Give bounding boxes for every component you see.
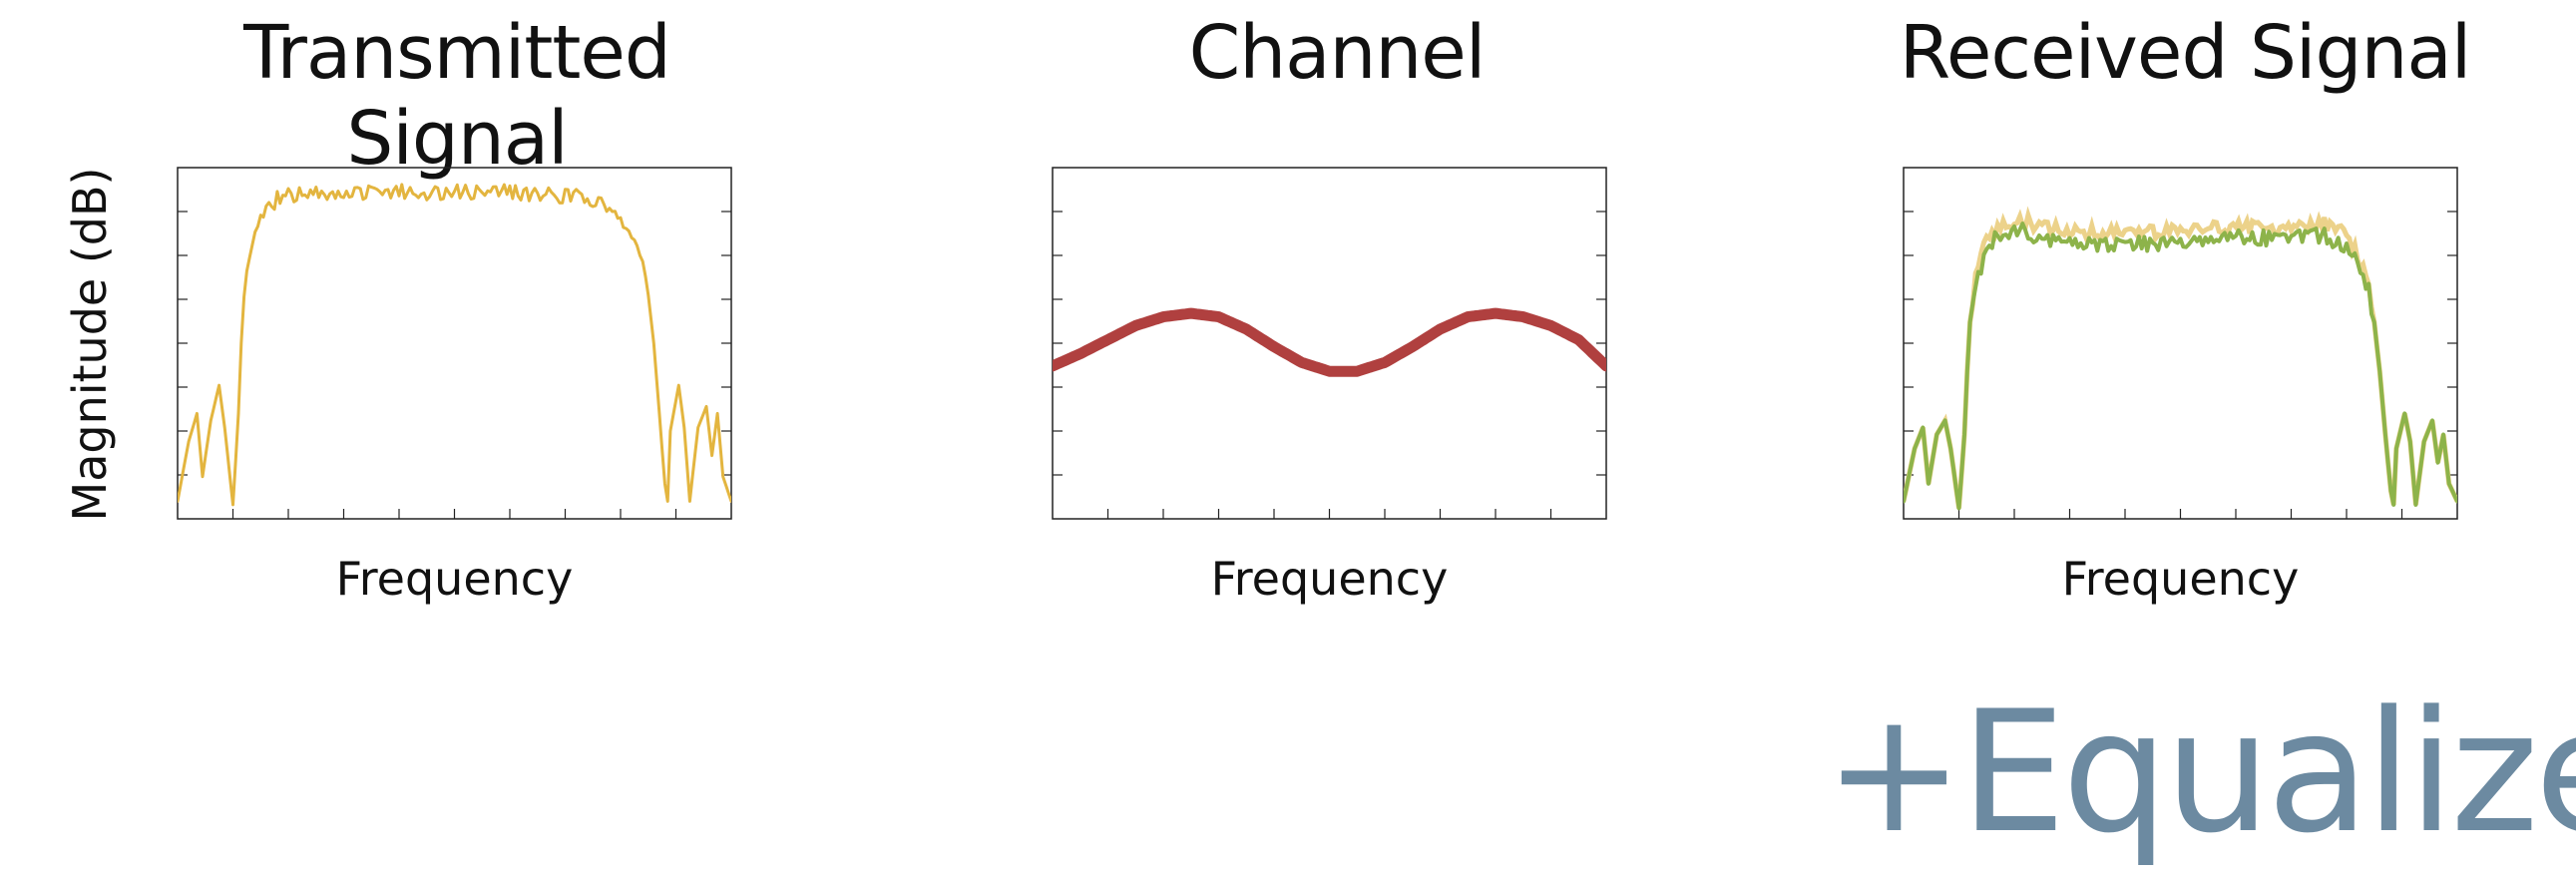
transmitted-series-line [178, 183, 731, 507]
transmitted-title: Transmitted Signal [243, 10, 671, 182]
channel-chart [1052, 167, 1607, 520]
plot-frame [1052, 167, 1607, 520]
equalizer-label: +Equalizer [1824, 674, 2576, 870]
channel-title: Channel [1188, 10, 1487, 96]
received-x-label: Frequency [2061, 552, 2300, 606]
y-axis-label: Magnitude (dB) [63, 167, 117, 522]
transmitted-chart [177, 167, 732, 520]
received-plot [1903, 167, 2458, 520]
channel-plot [1052, 167, 1607, 520]
received-title: Received Signal [1899, 10, 2472, 96]
channel-series-line [1053, 307, 1606, 377]
received-series-line [1904, 221, 2457, 511]
transmitted-x-label: Frequency [335, 552, 574, 606]
channel-x-label: Frequency [1210, 552, 1449, 606]
received-underlay-line [1904, 206, 2457, 509]
received-chart [1903, 167, 2458, 520]
transmitted-plot [177, 167, 732, 520]
